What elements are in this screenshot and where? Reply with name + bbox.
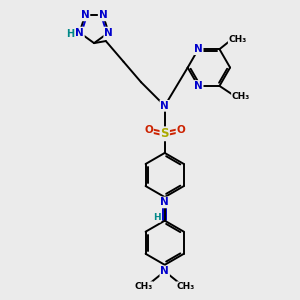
Text: CH₃: CH₃ (177, 282, 195, 291)
Text: N: N (75, 28, 84, 38)
Text: O: O (144, 125, 153, 135)
Text: S: S (160, 127, 169, 140)
Text: N: N (160, 197, 169, 207)
Text: N: N (160, 266, 169, 276)
Text: O: O (176, 125, 185, 135)
Text: N: N (104, 28, 113, 38)
Text: N: N (194, 81, 203, 91)
Text: N: N (160, 101, 169, 111)
Text: H: H (153, 213, 160, 222)
Text: N: N (99, 11, 107, 20)
Text: CH₃: CH₃ (229, 35, 247, 44)
Text: N: N (194, 44, 203, 54)
Text: H: H (66, 29, 74, 39)
Text: CH₃: CH₃ (134, 282, 153, 291)
Text: CH₃: CH₃ (232, 92, 250, 101)
Text: N: N (81, 11, 89, 20)
